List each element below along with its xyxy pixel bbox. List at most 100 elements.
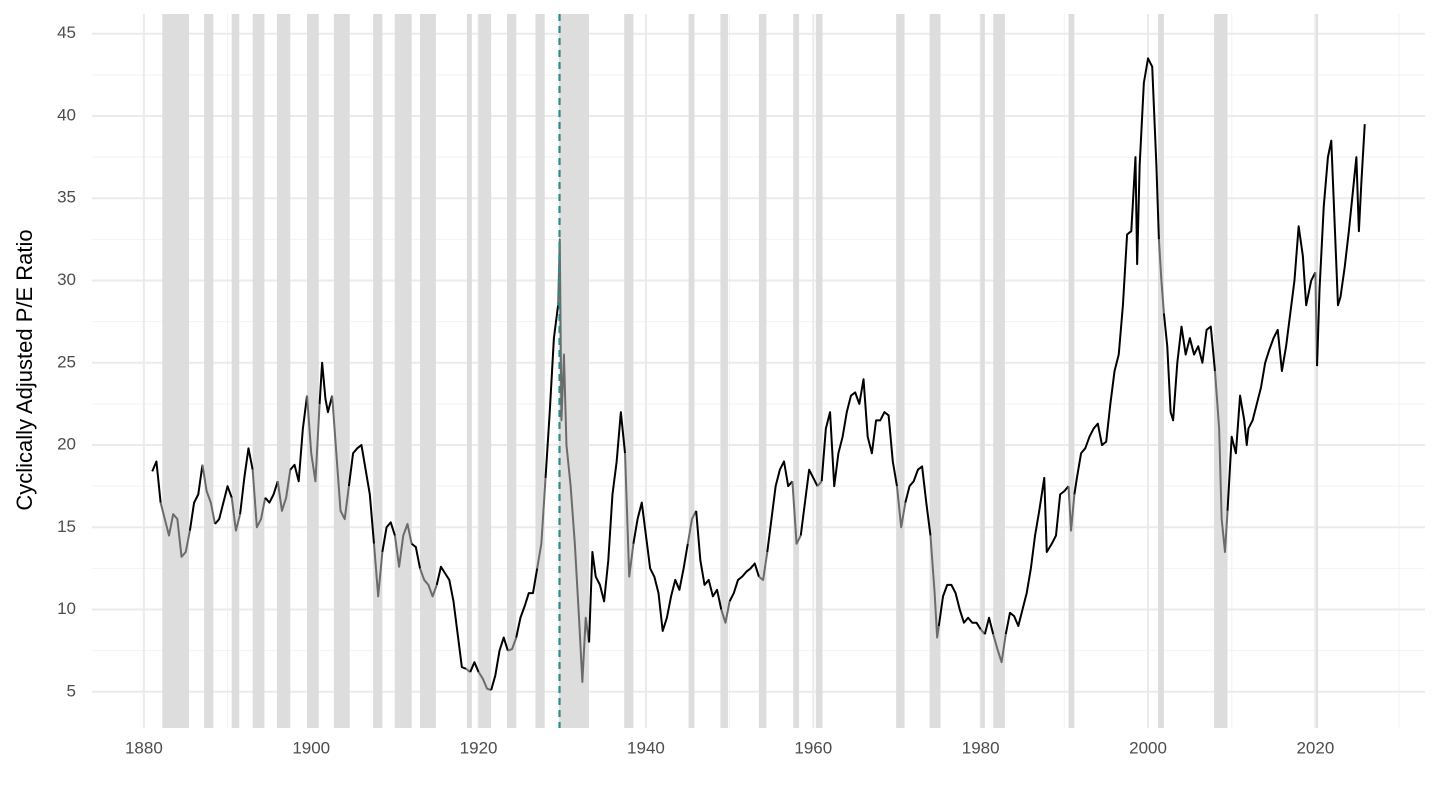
x-tick-label: 1880 [125,738,163,757]
cape-line [820,378,898,488]
cape-line [1213,370,1229,553]
recession-band [896,14,905,728]
recession-band [307,14,319,728]
y-tick-label: 5 [67,681,76,700]
cape-line [624,453,635,578]
cape-line [686,510,698,544]
cape-line [306,395,321,483]
recession-band [980,14,985,728]
cape-line [1316,124,1366,367]
cape-line [695,510,723,610]
cape-line [720,601,731,624]
cape-line [239,447,254,515]
cape-line [816,480,823,487]
recession-band [507,14,517,728]
cape-line [276,469,292,512]
cape-line [1073,57,1160,495]
cape-line [929,535,940,639]
cape-line [1067,486,1076,532]
recession-band [333,14,350,728]
x-tick-label: 2000 [1129,738,1167,757]
x-tick-label: 1940 [627,738,665,757]
cape-line [799,468,819,536]
cape-line [507,637,518,652]
recession-band [204,14,214,728]
recession-band [466,14,472,728]
y-tick-label: 35 [57,188,76,207]
cape-line [289,395,309,483]
recession-band [720,14,728,728]
x-tick-label: 1900 [292,738,330,757]
y-axis-label: Cyclically Adjusted P/E Ratio [12,229,37,510]
recession-band [535,14,545,728]
y-tick-label: 10 [57,599,76,618]
cape-line [477,671,492,692]
cape-line [435,565,467,670]
cape-line [904,465,932,536]
y-tick-label: 25 [57,352,76,371]
recession-band [478,14,492,728]
y-tick-label: 15 [57,517,76,536]
recession-band [929,14,941,728]
cape-line [1157,239,1165,314]
cape-line [1004,476,1070,635]
cape-line [895,486,907,529]
cape-line [937,583,982,630]
cape-line [188,464,204,531]
recession-band [373,14,383,728]
cape-line [201,464,216,525]
recession-band [815,14,823,728]
cape-line [791,481,802,545]
cape-line [490,636,509,691]
cape-line [393,523,413,568]
recession-band [276,14,291,728]
cape-line [159,502,191,558]
recession-band [252,14,265,728]
recession-band [1316,14,1318,728]
cape-line [230,497,242,532]
cape-line [318,361,334,414]
cape-line [411,542,422,569]
cape-line [758,551,769,581]
cape-line [983,616,995,635]
recession-band [162,14,190,728]
recession-band [231,14,240,728]
y-tick-label: 45 [57,23,76,42]
x-tick-label: 1920 [460,738,498,757]
y-tick-label: 40 [57,105,76,124]
cape-line [536,477,547,569]
cape-line [1162,313,1216,422]
y-tick-label: 20 [57,435,76,454]
recession-band [688,14,695,728]
cape-line [151,460,162,503]
y-tick-label: 30 [57,270,76,289]
recession-band [758,14,767,728]
cape-line [419,568,438,598]
cape-line [557,238,591,683]
recession-band [420,14,436,728]
cape-line [728,562,760,602]
cape-line [373,543,384,598]
cape-line [331,395,350,521]
recession-band [1158,14,1164,728]
cape-line [251,469,267,529]
cape-line [544,305,560,479]
recession-band [394,14,412,728]
cape-line [381,521,396,553]
cape-line [469,661,480,673]
x-tick-label: 2020 [1296,738,1334,757]
cape-line [992,633,1007,664]
recession-band [624,14,634,728]
cape-line [766,460,794,553]
recession-band [1068,14,1075,728]
x-tick-label: 1980 [962,738,1000,757]
recession-band [1214,14,1228,728]
cape-line [347,444,375,544]
cape-line [632,501,689,632]
recession-band [793,14,800,728]
cape-line [515,568,539,638]
cape-line [1226,225,1317,511]
recession-band [993,14,1005,728]
cape-line [214,485,233,525]
